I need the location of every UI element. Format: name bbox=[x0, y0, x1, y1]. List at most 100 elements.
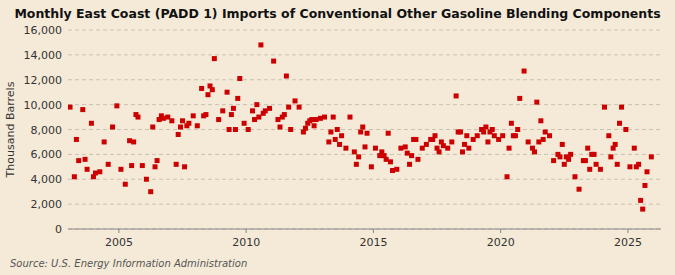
point bbox=[538, 118, 543, 123]
point bbox=[356, 154, 361, 159]
point bbox=[534, 100, 539, 105]
y-tick-label: 4,000 bbox=[31, 173, 63, 186]
grid-line bbox=[68, 30, 661, 31]
background bbox=[0, 0, 675, 275]
point bbox=[394, 167, 399, 172]
point bbox=[293, 98, 298, 103]
point bbox=[93, 171, 98, 176]
point bbox=[413, 137, 418, 142]
point bbox=[483, 125, 488, 130]
point bbox=[148, 189, 153, 194]
point bbox=[649, 154, 654, 159]
y-tick-label: 0 bbox=[55, 223, 62, 236]
point bbox=[326, 139, 331, 144]
point bbox=[229, 112, 234, 117]
point bbox=[225, 90, 230, 95]
point bbox=[602, 105, 607, 110]
x-tick bbox=[500, 229, 501, 233]
point bbox=[256, 115, 261, 120]
point bbox=[233, 127, 238, 132]
point bbox=[237, 76, 242, 81]
point bbox=[284, 74, 289, 79]
point bbox=[343, 146, 348, 151]
point bbox=[275, 117, 280, 122]
point bbox=[220, 108, 225, 113]
point bbox=[386, 131, 391, 136]
point bbox=[638, 198, 643, 203]
point bbox=[403, 144, 408, 149]
point bbox=[481, 129, 486, 134]
point bbox=[632, 146, 637, 151]
y-tick-labels: 02,0004,0006,0008,00010,00012,00014,0001… bbox=[24, 24, 63, 236]
point bbox=[258, 42, 263, 47]
point bbox=[407, 162, 412, 167]
source-note: Source: U.S. Energy Information Administ… bbox=[10, 258, 247, 269]
x-tick bbox=[627, 229, 628, 233]
point bbox=[373, 146, 378, 151]
point bbox=[195, 123, 200, 128]
point bbox=[169, 118, 174, 123]
point bbox=[216, 117, 221, 122]
point bbox=[449, 139, 454, 144]
point bbox=[118, 167, 123, 172]
point bbox=[505, 174, 510, 179]
y-tick-label: 16,000 bbox=[24, 24, 63, 37]
point bbox=[405, 151, 410, 156]
point bbox=[485, 139, 490, 144]
point bbox=[445, 146, 450, 151]
point bbox=[541, 137, 546, 142]
point bbox=[83, 157, 88, 162]
point bbox=[475, 133, 480, 138]
point bbox=[263, 108, 268, 113]
point bbox=[205, 92, 210, 97]
point bbox=[587, 167, 592, 172]
point bbox=[186, 121, 191, 126]
grid-line bbox=[68, 104, 661, 105]
point bbox=[354, 162, 359, 167]
point bbox=[161, 116, 166, 121]
point bbox=[547, 133, 552, 138]
point bbox=[513, 133, 518, 138]
point bbox=[74, 137, 79, 142]
point bbox=[384, 157, 389, 162]
point bbox=[333, 137, 338, 142]
point bbox=[352, 149, 357, 154]
grid-line bbox=[68, 79, 661, 80]
points bbox=[68, 42, 654, 211]
grid-line bbox=[68, 179, 661, 180]
point bbox=[271, 59, 276, 64]
point bbox=[135, 115, 140, 120]
point bbox=[490, 127, 495, 132]
y-tick-label: 8,000 bbox=[31, 124, 63, 137]
point bbox=[72, 174, 77, 179]
point bbox=[369, 164, 374, 169]
point bbox=[585, 146, 590, 151]
point bbox=[312, 123, 317, 128]
point bbox=[89, 121, 94, 126]
grid-line bbox=[68, 54, 661, 55]
point bbox=[608, 154, 613, 159]
x-tick bbox=[118, 229, 119, 233]
point bbox=[191, 113, 196, 118]
point bbox=[642, 183, 647, 188]
point bbox=[254, 102, 259, 107]
point bbox=[140, 163, 145, 168]
point bbox=[250, 108, 255, 113]
point bbox=[462, 142, 467, 147]
x-tick-label: 2010 bbox=[232, 236, 260, 249]
point bbox=[303, 126, 308, 131]
point bbox=[286, 105, 291, 110]
grid-line bbox=[68, 229, 661, 230]
point bbox=[543, 129, 548, 134]
point bbox=[178, 125, 183, 130]
point bbox=[102, 139, 107, 144]
point bbox=[335, 127, 340, 132]
point bbox=[409, 153, 414, 158]
point bbox=[155, 158, 160, 163]
point bbox=[613, 142, 618, 147]
point bbox=[390, 168, 395, 173]
point bbox=[500, 133, 505, 138]
point bbox=[594, 162, 599, 167]
title: Monthly East Coast (PADD 1) Imports of C… bbox=[14, 6, 660, 21]
point bbox=[180, 118, 185, 123]
